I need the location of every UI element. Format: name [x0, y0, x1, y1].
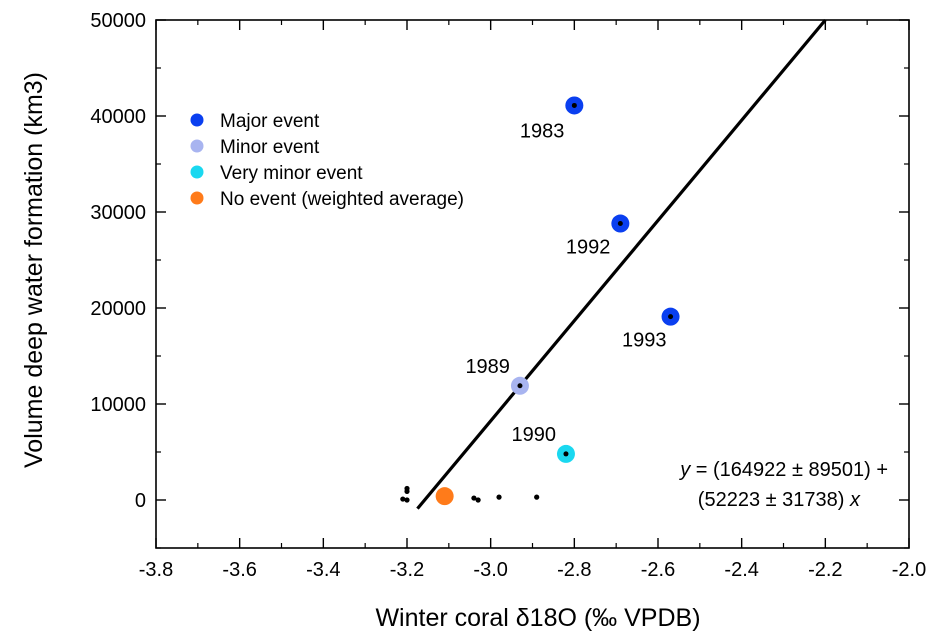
x-tick-label: -3.8	[139, 559, 173, 581]
small-data-point	[404, 497, 410, 503]
legend-label: Major event	[220, 111, 320, 132]
data-point-center	[517, 383, 523, 389]
legend-label: Very minor event	[220, 163, 363, 184]
point-label-1990: 1990	[511, 424, 556, 446]
ticks: -3.8 -3.6 -3.4 -3.2 -3.0 -2.8 -2.6 -2.4 -2.2 -2.0…	[90, 10, 926, 581]
x-tick-label: -2.0	[892, 559, 926, 581]
regression-line	[416, 18, 827, 510]
x-axis-title: Winter coral δ18O (‰ VPDB)	[375, 604, 700, 632]
data-points: 1983 1992 1993 1989 1990	[400, 96, 680, 506]
small-data-point	[471, 495, 477, 501]
x-tick-label: -3.2	[390, 559, 424, 581]
small-data-point	[400, 496, 406, 502]
regression-line-group	[416, 18, 827, 510]
y-tick-label: 20000	[90, 298, 146, 320]
legend-marker	[190, 165, 204, 179]
legend: Major event Minor event Very minor event No…	[190, 111, 464, 210]
legend-label: Minor event	[220, 137, 320, 158]
small-data-point	[496, 494, 502, 500]
small-data-point	[534, 494, 540, 500]
data-point-center	[668, 314, 674, 320]
equation-rest-1: = (164922 ± 89501) +	[690, 459, 888, 481]
legend-marker	[190, 113, 204, 127]
x-tick-label: -3.0	[473, 559, 507, 581]
data-point-no-event-weighted-average-	[435, 487, 454, 506]
point-label-1983: 1983	[520, 120, 565, 142]
x-tick-label: -2.6	[641, 559, 675, 581]
legend-marker	[190, 139, 204, 153]
x-tick-label: -2.2	[808, 559, 842, 581]
y-tick-label: 30000	[90, 202, 146, 224]
equation-var-x: x	[849, 489, 861, 511]
y-tick-label: 0	[135, 490, 146, 512]
legend-label: No event (weighted average)	[220, 189, 464, 210]
point-label-1992: 1992	[566, 237, 611, 259]
data-point-center	[563, 451, 569, 457]
data-point-center	[571, 102, 577, 108]
x-tick-label: -3.4	[306, 559, 340, 581]
y-tick-label: 10000	[90, 394, 146, 416]
y-tick-label: 50000	[90, 10, 146, 32]
equation-rest-2: (52223 ± 31738)	[698, 489, 850, 511]
x-tick-label: -2.8	[557, 559, 591, 581]
equation-line-2: (52223 ± 31738) x	[698, 489, 861, 511]
y-axis-title: Volume deep water formation (km3)	[20, 72, 48, 468]
y-tick-label: 40000	[90, 106, 146, 128]
small-data-point	[404, 485, 410, 492]
data-point-center	[617, 221, 623, 227]
x-tick-label: -3.6	[222, 559, 256, 581]
small-data-point	[475, 497, 481, 503]
x-tick-label: -2.4	[724, 559, 758, 581]
point-label-1993: 1993	[622, 330, 667, 352]
equation-var-y: y	[678, 459, 691, 481]
equation-line-1: y = (164922 ± 89501) +	[678, 459, 888, 481]
point-label-1989: 1989	[465, 356, 510, 378]
legend-marker	[190, 191, 204, 205]
